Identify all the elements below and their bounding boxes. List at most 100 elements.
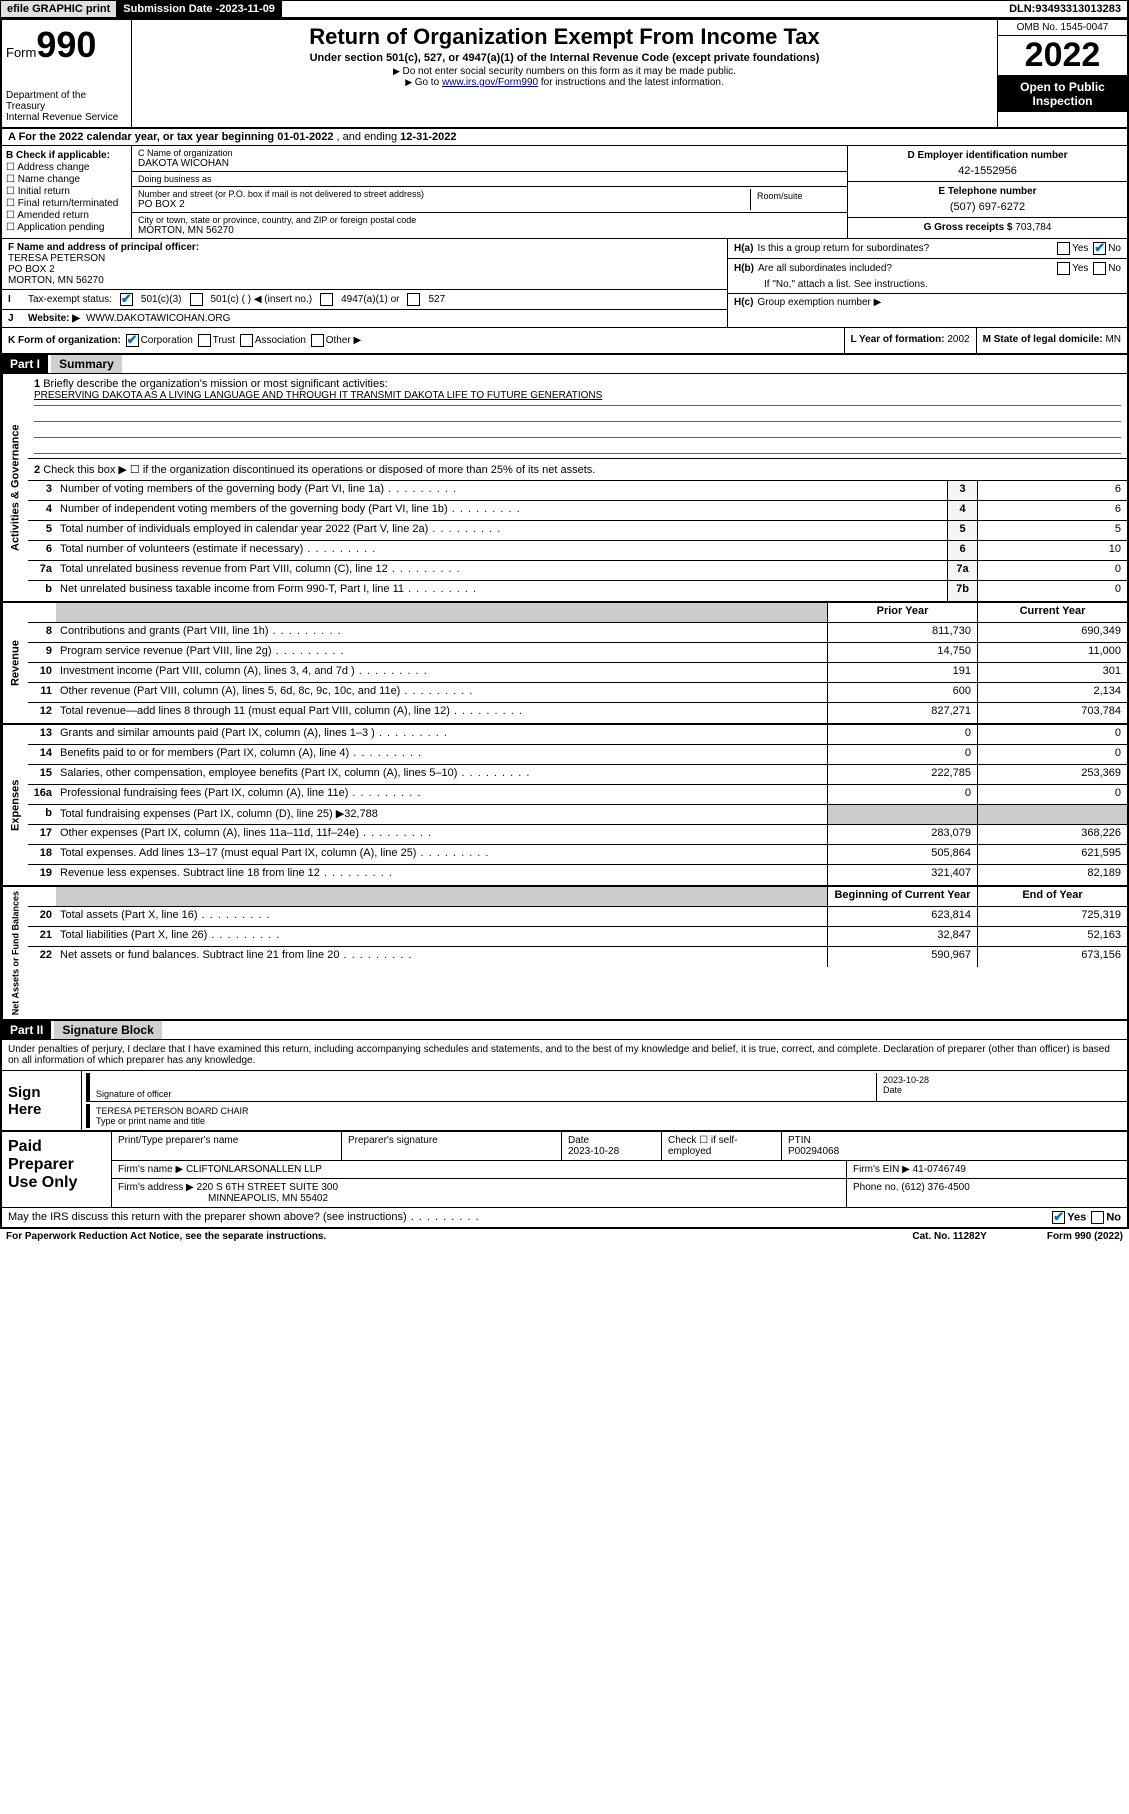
yes1: Yes [1072, 243, 1088, 254]
efile-print-button[interactable]: efile GRAPHIC print [1, 1, 117, 17]
paid-label: Paid Preparer Use Only [2, 1132, 112, 1207]
gov-row-7a: 7a Total unrelated business revenue from… [28, 561, 1127, 581]
firm-ein-cell: Firm's EIN ▶ 41-0746749 [847, 1161, 1127, 1178]
hb-yes[interactable] [1057, 262, 1070, 275]
row-desc: Number of voting members of the governin… [56, 481, 947, 500]
chk-501c3[interactable] [120, 293, 133, 306]
name-label: C Name of organization [138, 148, 841, 158]
ha-yes[interactable] [1057, 242, 1070, 255]
net-rows: 20 Total assets (Part X, line 16) 623,81… [28, 907, 1127, 967]
irs-link[interactable]: www.irs.gov/Form990 [442, 77, 538, 88]
prior-val: 827,271 [827, 703, 977, 723]
chk-app-pending[interactable]: ☐ Application pending [6, 222, 127, 233]
prior-val: 590,967 [827, 947, 977, 967]
hb-no[interactable] [1093, 262, 1106, 275]
prior-val: 505,864 [827, 845, 977, 864]
sig-name: TERESA PETERSON BOARD CHAIR [96, 1106, 1121, 1116]
rev-header-row: Prior Year Current Year [28, 603, 1127, 623]
chk-501c[interactable] [190, 293, 203, 306]
discuss-yes[interactable] [1052, 1211, 1065, 1224]
chk-527[interactable] [407, 293, 420, 306]
sig-name-label: Type or print name and title [96, 1116, 1121, 1126]
paid-row-2: Firm's name ▶ CLIFTONLARSONALLEN LLP Fir… [112, 1161, 1127, 1179]
chk-4947[interactable] [320, 293, 333, 306]
firm-city: MINNEAPOLIS, MN 55402 [118, 1193, 840, 1204]
ha-no[interactable] [1093, 242, 1106, 255]
sign-here-label: Sign Here [2, 1071, 82, 1130]
m-label: M State of legal domicile: [983, 334, 1106, 345]
row-desc: Salaries, other compensation, employee b… [56, 765, 827, 784]
sig-fields: Signature of officer 2023-10-28 Date TER… [82, 1071, 1127, 1130]
opt1: Name change [18, 174, 80, 185]
chk-amended[interactable]: ☐ Amended return [6, 210, 127, 221]
note2-post: for instructions and the latest informat… [538, 77, 724, 88]
row-19: 19 Revenue less expenses. Subtract line … [28, 865, 1127, 885]
chk-final-return[interactable]: ☐ Final return/terminated [6, 198, 127, 209]
gross-value: 703,784 [1015, 222, 1051, 233]
form-subtitle: Under section 501(c), 527, or 4947(a)(1)… [138, 52, 991, 64]
row-18: 18 Total expenses. Add lines 13–17 (must… [28, 845, 1127, 865]
k-trust[interactable] [198, 334, 211, 347]
firm-addr-cell: Firm's address ▶ 220 S 6TH STREET SUITE … [112, 1179, 847, 1207]
firm-name: CLIFTONLARSONALLEN LLP [186, 1164, 322, 1175]
yes2: Yes [1072, 263, 1088, 274]
curr-val: 301 [977, 663, 1127, 682]
header-grid-2: F Name and address of principal officer:… [2, 239, 1127, 328]
omb-number: OMB No. 1545-0047 [998, 20, 1127, 36]
q1-num: 1 [34, 378, 40, 390]
addr-value: PO BOX 2 [138, 199, 750, 210]
row-num: b [28, 805, 56, 824]
l-val: 2002 [947, 334, 969, 345]
q2-block: 2 Check this box ▶ ☐ if the organization… [28, 459, 1127, 481]
org-name: DAKOTA WICOHAN [138, 158, 841, 169]
phone-value: (507) 697-6272 [854, 201, 1121, 213]
sign-here-row: Sign Here Signature of officer 2023-10-2… [2, 1071, 1127, 1131]
row-k: K Form of organization: Corporation Trus… [2, 328, 1127, 355]
city-row: City or town, state or province, country… [132, 213, 847, 238]
sig-date: 2023-10-28 [883, 1075, 1121, 1085]
row-desc: Investment income (Part VIII, column (A)… [56, 663, 827, 682]
row-num: 5 [28, 521, 56, 540]
curr-val: 52,163 [977, 927, 1127, 946]
prior-val: 0 [827, 725, 977, 744]
q1-text: Briefly describe the organization's miss… [43, 378, 387, 390]
paid-row-1: Print/Type preparer's name Preparer's si… [112, 1132, 1127, 1161]
rev-tab: Revenue [2, 603, 28, 723]
row-desc: Contributions and grants (Part VIII, lin… [56, 623, 827, 642]
row-desc: Number of independent voting members of … [56, 501, 947, 520]
chk-name-change[interactable]: ☐ Name change [6, 174, 127, 185]
row-num: 9 [28, 643, 56, 662]
mission-blank3 [34, 438, 1121, 454]
opt5: Application pending [17, 222, 104, 233]
m2-right: H(a) Is this a group return for subordin… [727, 239, 1127, 327]
prior-val: 0 [827, 745, 977, 764]
q2-text: Check this box ▶ ☐ if the organization d… [43, 464, 595, 476]
pra-notice: For Paperwork Reduction Act Notice, see … [6, 1231, 326, 1242]
gov-section: 1 Briefly describe the organization's mi… [28, 374, 1127, 601]
k-assoc[interactable] [240, 334, 253, 347]
k-other[interactable] [311, 334, 324, 347]
gross-row: G Gross receipts $ 703,784 [848, 218, 1127, 237]
f-label: F Name and address of principal officer: [8, 242, 199, 253]
row-num: 14 [28, 745, 56, 764]
sig-date-cell: 2023-10-28 Date [877, 1073, 1127, 1101]
chk-initial-return[interactable]: ☐ Initial return [6, 186, 127, 197]
discuss-no[interactable] [1091, 1211, 1104, 1224]
note2-pre: Go to [415, 77, 442, 88]
officer-addr1: PO BOX 2 [8, 264, 55, 275]
q2-num: 2 [34, 464, 40, 476]
row-num: 15 [28, 765, 56, 784]
k-corp[interactable] [126, 334, 139, 347]
curr-val: 725,319 [977, 907, 1127, 926]
row-box: 6 [947, 541, 977, 560]
firm-phone-cell: Phone no. (612) 376-4500 [847, 1179, 1127, 1207]
ha-yesno: Yes No [1055, 242, 1121, 255]
row-num: 21 [28, 927, 56, 946]
part2-header: Part II [2, 1021, 51, 1039]
chk-address-change[interactable]: ☐ Address change [6, 162, 127, 173]
instructions-note: Go to www.irs.gov/Form990 for instructio… [138, 77, 991, 88]
row-desc: Net assets or fund balances. Subtract li… [56, 947, 827, 967]
curr-val: 0 [977, 785, 1127, 804]
row-13: 13 Grants and similar amounts paid (Part… [28, 725, 1127, 745]
gov-rows: 3 Number of voting members of the govern… [28, 481, 1127, 601]
